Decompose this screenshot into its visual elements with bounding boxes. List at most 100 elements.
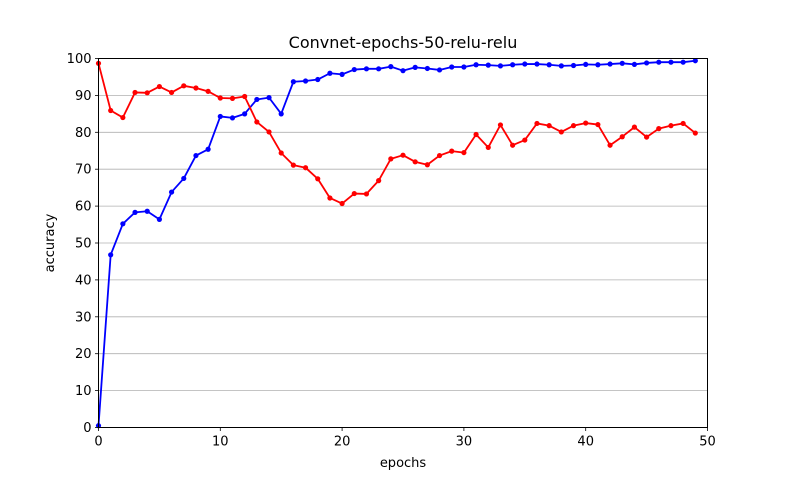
chart-title: Convnet-epochs-50-relu-relu bbox=[289, 33, 518, 52]
data-point bbox=[595, 121, 601, 128]
data-point bbox=[120, 221, 126, 227]
series-2 bbox=[95, 60, 698, 207]
data-point bbox=[631, 61, 638, 68]
data-point bbox=[229, 95, 236, 101]
data-point bbox=[363, 191, 370, 197]
y-tick-label: 80 bbox=[75, 126, 92, 141]
data-point bbox=[132, 89, 138, 96]
data-point bbox=[217, 95, 223, 101]
data-point bbox=[351, 66, 357, 73]
data-point bbox=[156, 83, 162, 90]
data-point bbox=[205, 88, 211, 94]
data-point bbox=[108, 107, 114, 114]
data-point bbox=[144, 208, 150, 214]
data-point bbox=[668, 123, 674, 129]
data-point bbox=[644, 134, 650, 140]
y-tick-label: 100 bbox=[67, 52, 92, 67]
data-point bbox=[363, 66, 370, 72]
data-point bbox=[242, 111, 248, 117]
data-point bbox=[266, 95, 272, 101]
x-tick-label: 10 bbox=[212, 435, 229, 450]
data-point bbox=[254, 96, 260, 103]
y-tick-label: 20 bbox=[75, 347, 92, 362]
y-tick-label: 70 bbox=[75, 163, 92, 178]
y-axis-label: accuracy bbox=[43, 213, 58, 272]
data-point bbox=[546, 123, 552, 129]
data-point bbox=[522, 137, 528, 143]
data-point bbox=[168, 89, 175, 96]
data-point bbox=[680, 120, 686, 127]
data-point bbox=[570, 123, 577, 129]
series-layer bbox=[95, 58, 698, 429]
series-1 bbox=[95, 58, 698, 429]
data-point bbox=[217, 113, 223, 120]
data-point bbox=[388, 156, 394, 162]
data-point bbox=[351, 190, 357, 197]
y-tick-label: 40 bbox=[75, 273, 92, 288]
data-point bbox=[534, 61, 540, 67]
data-point bbox=[266, 129, 272, 135]
data-point bbox=[400, 68, 406, 74]
data-point bbox=[278, 111, 284, 117]
x-tick-label: 20 bbox=[334, 435, 351, 450]
data-point bbox=[181, 175, 187, 182]
data-point bbox=[229, 115, 236, 121]
data-point bbox=[120, 114, 126, 121]
data-point bbox=[558, 129, 564, 135]
data-point bbox=[680, 59, 686, 65]
data-point bbox=[619, 134, 625, 140]
data-point bbox=[156, 216, 162, 222]
data-point bbox=[254, 119, 260, 125]
x-tick-label: 0 bbox=[94, 435, 102, 450]
data-point bbox=[412, 64, 418, 70]
data-point bbox=[302, 165, 309, 171]
ticks: 0 10 20 30 40 50 60 70 80 90 100 0 10 20 30 40 50 bbox=[67, 52, 716, 450]
x-axis-label: epochs bbox=[380, 456, 427, 471]
data-point bbox=[595, 62, 601, 68]
data-point bbox=[558, 63, 564, 69]
data-point bbox=[510, 142, 516, 148]
y-tick-label: 0 bbox=[83, 421, 91, 436]
data-point bbox=[205, 146, 211, 152]
data-point bbox=[497, 122, 504, 128]
data-point bbox=[436, 67, 443, 73]
data-point bbox=[242, 93, 248, 100]
data-point bbox=[510, 62, 516, 68]
data-point bbox=[497, 63, 504, 69]
data-point bbox=[327, 195, 333, 201]
data-point bbox=[290, 79, 296, 85]
data-point bbox=[522, 61, 528, 67]
data-point bbox=[449, 64, 455, 70]
data-point bbox=[607, 142, 613, 148]
y-tick-label: 30 bbox=[75, 310, 92, 325]
data-point bbox=[644, 60, 650, 66]
data-point bbox=[534, 120, 540, 127]
data-point bbox=[461, 64, 467, 70]
data-point bbox=[193, 85, 199, 91]
data-point bbox=[485, 144, 491, 151]
x-tick-label: 30 bbox=[456, 435, 473, 450]
data-point bbox=[132, 209, 138, 215]
data-point bbox=[144, 90, 150, 96]
data-point bbox=[315, 176, 321, 182]
data-point bbox=[546, 62, 552, 68]
data-point bbox=[436, 152, 443, 159]
data-point bbox=[485, 62, 491, 68]
x-tick-label: 40 bbox=[577, 435, 594, 450]
data-point bbox=[290, 162, 296, 168]
data-point bbox=[656, 126, 662, 132]
data-point bbox=[108, 252, 114, 258]
data-point bbox=[631, 124, 638, 130]
data-point bbox=[583, 120, 589, 126]
data-point bbox=[400, 152, 406, 158]
data-point bbox=[424, 162, 430, 168]
data-point bbox=[656, 59, 662, 65]
x-tick-label: 50 bbox=[699, 435, 716, 450]
data-point bbox=[302, 78, 309, 84]
y-tick-label: 50 bbox=[75, 237, 92, 252]
data-point bbox=[376, 178, 382, 184]
data-point bbox=[692, 58, 698, 64]
data-point bbox=[583, 61, 589, 68]
data-point bbox=[668, 59, 674, 65]
